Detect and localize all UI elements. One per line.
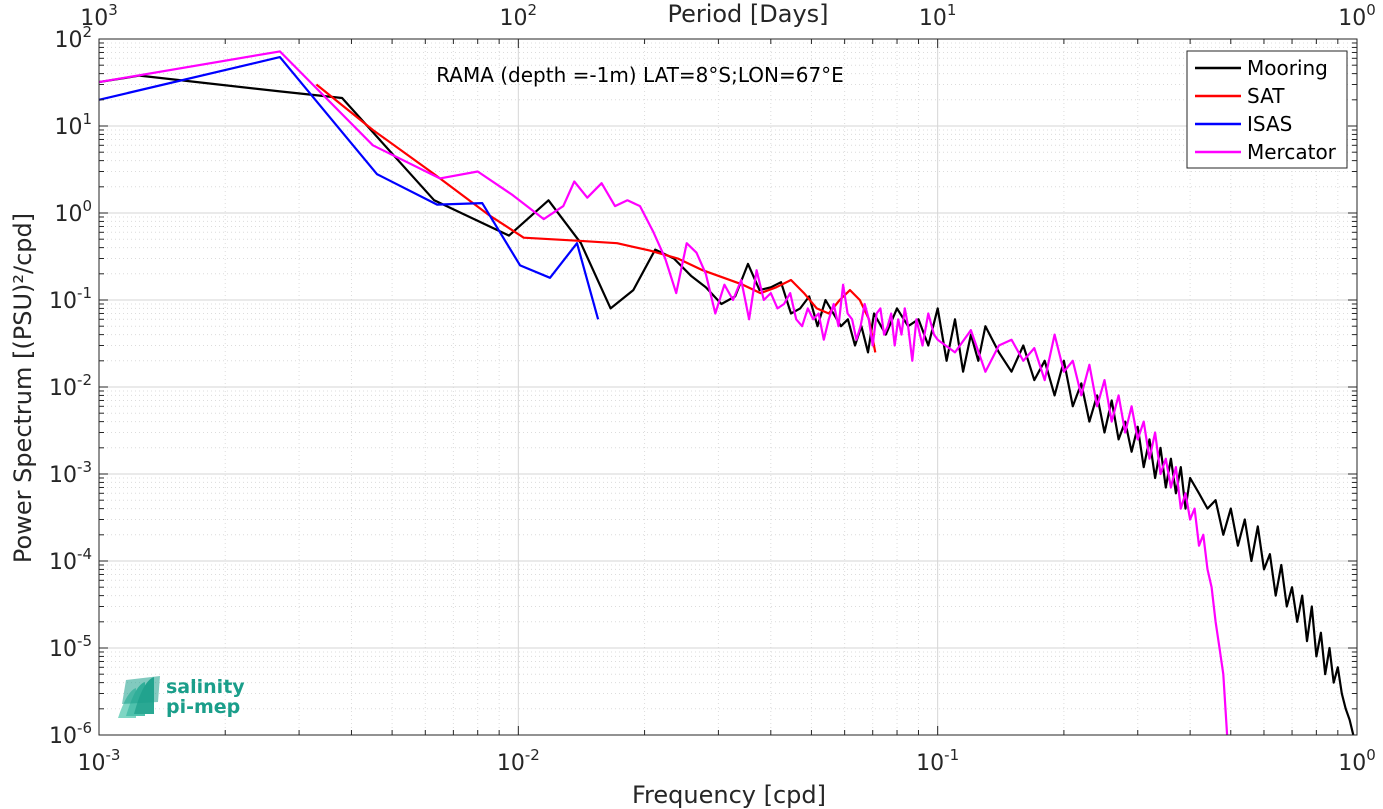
x-tick-label: 10-3 — [78, 746, 121, 776]
x2-axis-title: Period [Days] — [667, 0, 828, 28]
legend-label-isas: ISAS — [1247, 112, 1292, 136]
logo-text-salinity: salinity — [166, 676, 245, 698]
legend-label-sat: SAT — [1247, 84, 1285, 108]
y-tick-label: 10-6 — [49, 719, 92, 749]
x-tick-label: 10-1 — [916, 746, 959, 776]
tick-marks — [98, 38, 1358, 736]
y-axis-title: Power Spectrum [(PSU)²/cpd] — [9, 213, 37, 563]
legend-box — [1186, 50, 1348, 169]
y-tick-label: 10-5 — [49, 632, 92, 662]
x-tick-label: 10-2 — [497, 746, 540, 776]
top-tick-labels: 103 102 101 100 — [80, 1, 1376, 31]
top-tick-label: 101 — [919, 1, 957, 31]
y-tick-label: 102 — [54, 23, 92, 53]
y-tick-label: 101 — [54, 110, 92, 140]
top-tick-label: 100 — [1338, 1, 1376, 31]
chart-title: RAMA (depth =-1m) LAT=8°S;LON=67°E — [436, 63, 844, 87]
series-layer — [98, 50, 1355, 736]
logo-text-pimep: pi-mep — [166, 696, 240, 718]
x-tick-labels: 10-3 10-2 10-1 100 — [78, 746, 1376, 776]
wave-logo-icon — [118, 676, 160, 718]
y-tick-label: 100 — [54, 197, 92, 227]
y-tick-label: 10-2 — [49, 371, 92, 401]
top-tick-label: 103 — [80, 1, 118, 31]
y-tick-label: 10-3 — [49, 458, 92, 488]
series-line-mercator — [98, 50, 1229, 736]
x-tick-label: 100 — [1338, 746, 1376, 776]
salinity-pimep-logo: salinity pi-mep — [118, 676, 245, 718]
series-line-mooring — [98, 74, 1355, 736]
legend-label-mercator: Mercator — [1247, 140, 1337, 164]
y-tick-labels: 10-6 10-5 10-4 10-3 10-2 10-1 100 101 102 — [49, 23, 92, 749]
legend-label-mooring: Mooring — [1247, 56, 1328, 80]
series-line-isas — [98, 55, 600, 320]
y-tick-label: 10-1 — [49, 284, 92, 314]
y-tick-label: 10-4 — [49, 545, 92, 575]
x-axis-title: Frequency [cpd] — [632, 781, 826, 809]
legend: Mooring SAT ISAS Mercator — [1186, 50, 1348, 169]
top-tick-label: 102 — [500, 1, 538, 31]
